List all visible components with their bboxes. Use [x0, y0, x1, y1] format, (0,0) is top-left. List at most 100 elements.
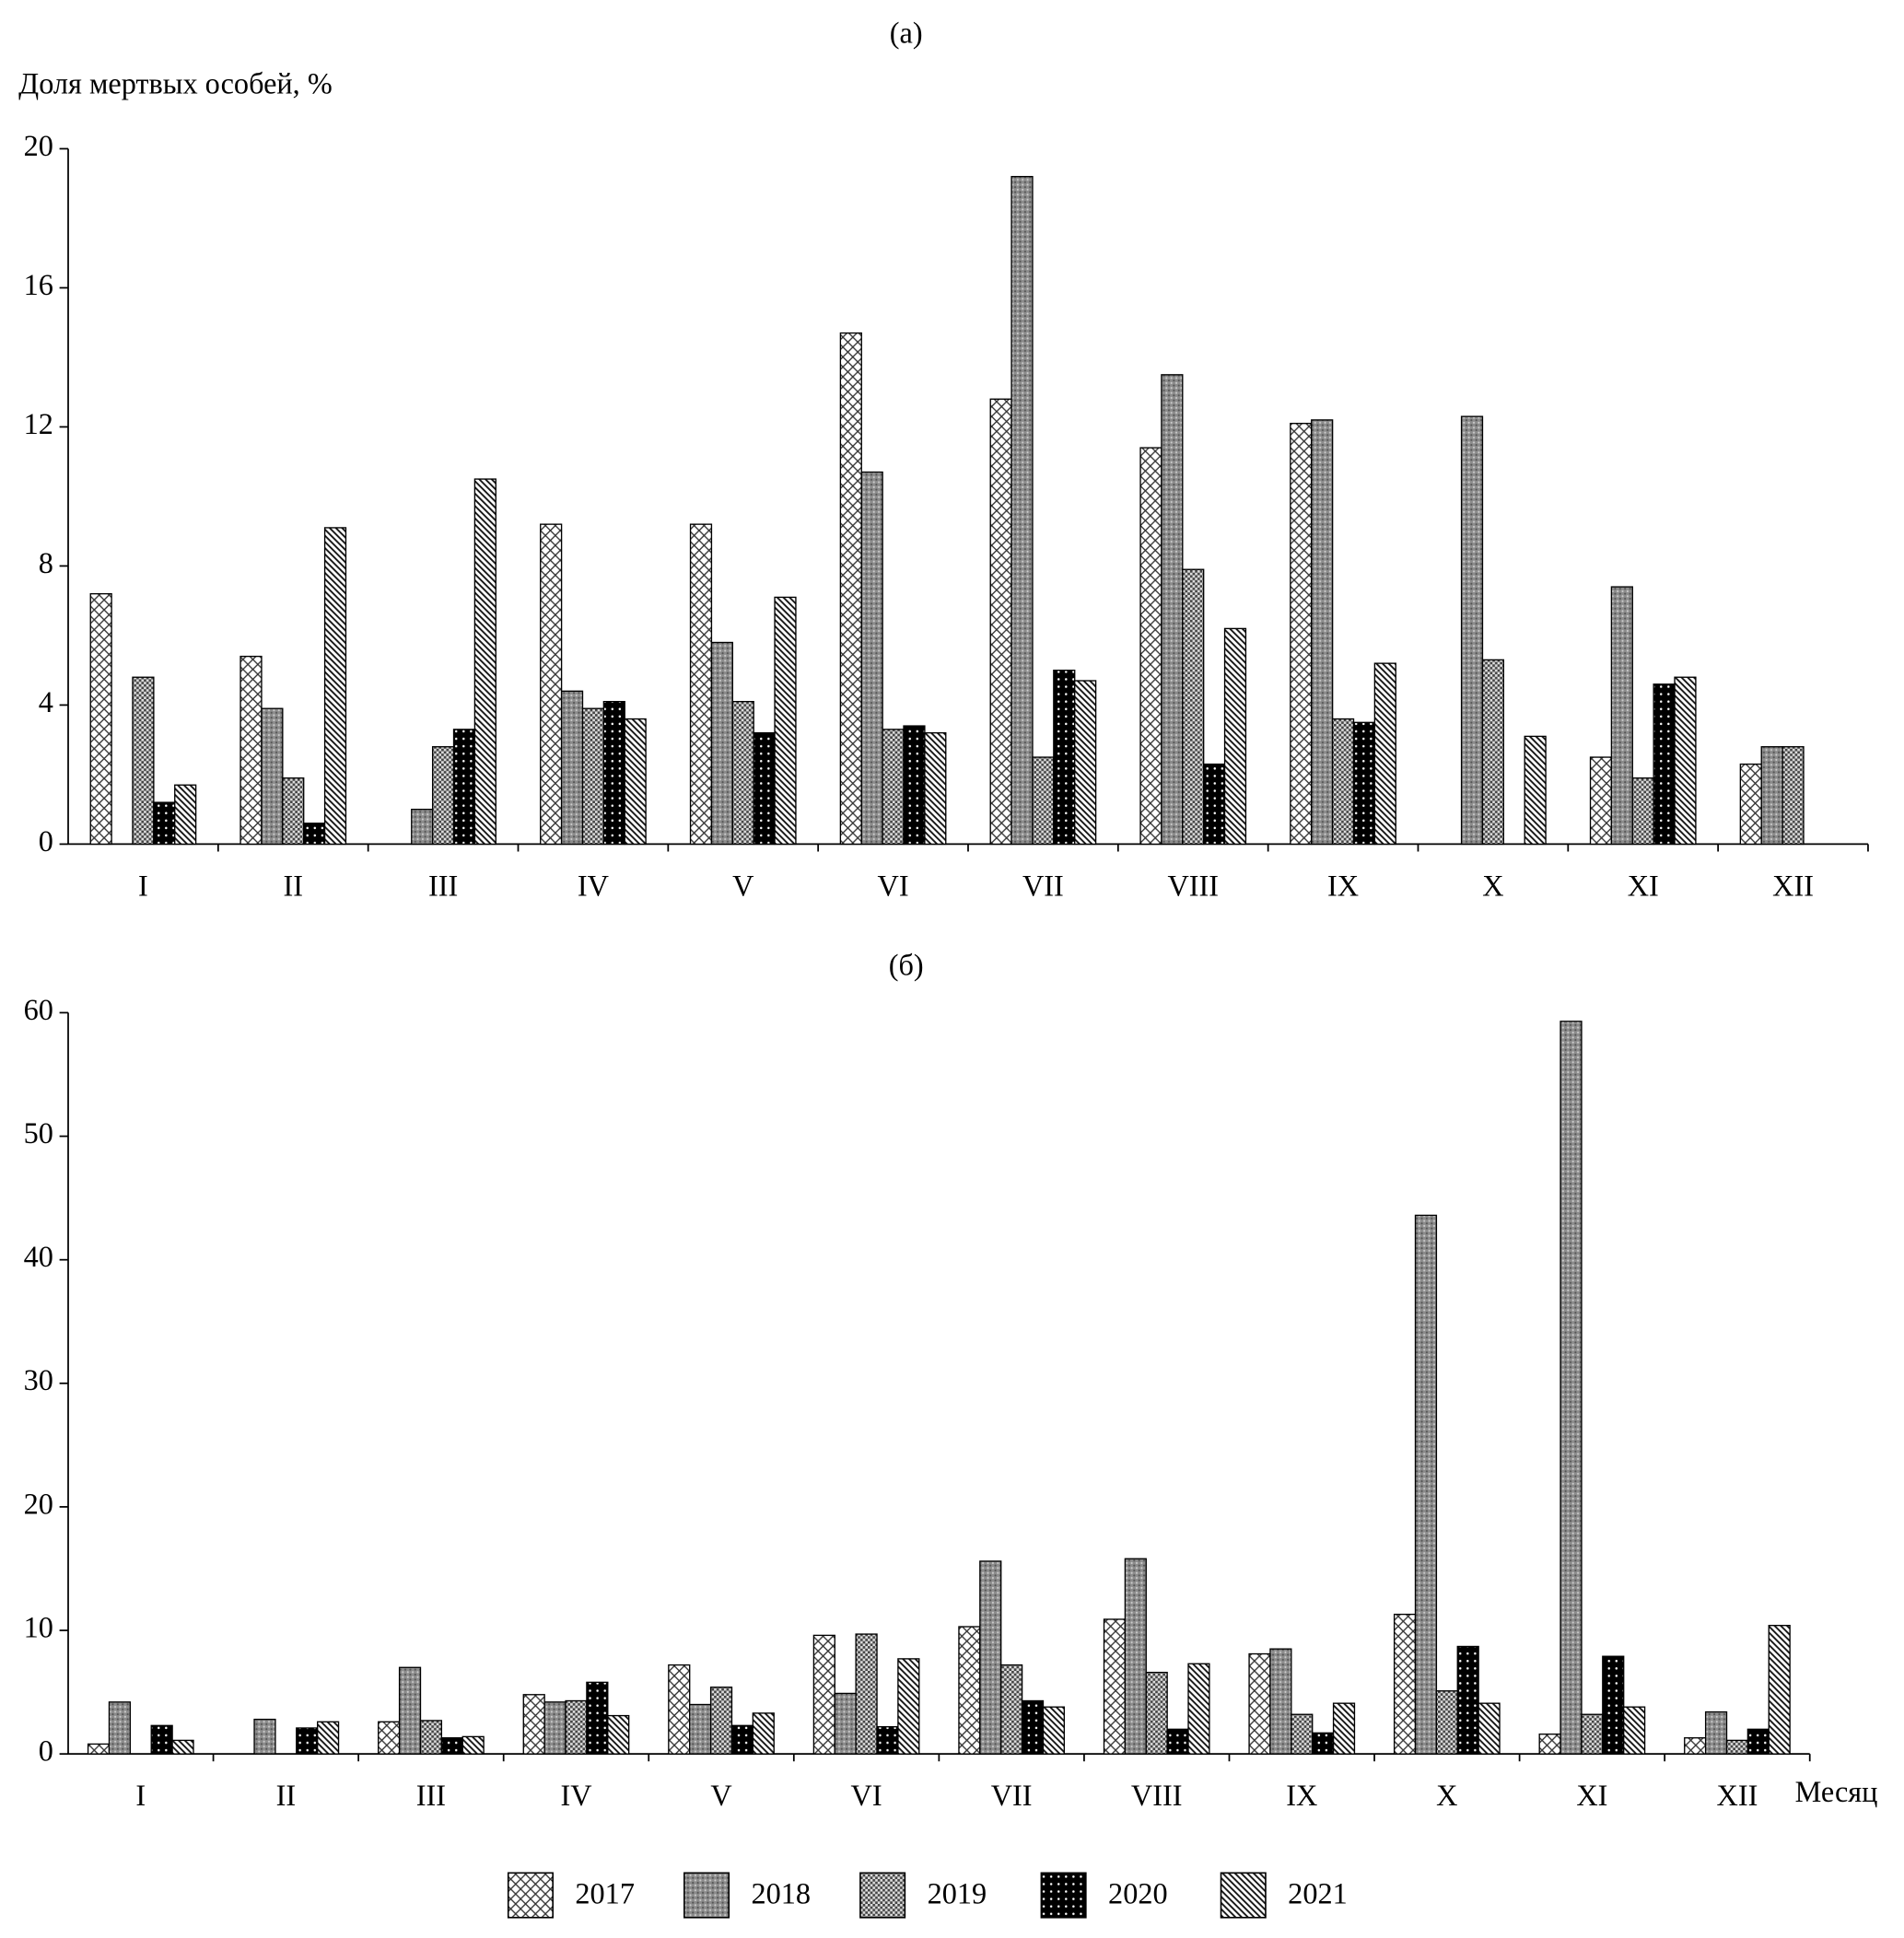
bar — [1373, 662, 1396, 846]
x-tick-label: VI — [878, 869, 909, 902]
y-tick-label: 12 — [24, 407, 53, 440]
bar — [1223, 627, 1247, 846]
bar — [1248, 1652, 1271, 1755]
y-tick-label: 0 — [39, 1734, 53, 1768]
x-tick-label: IX — [1327, 869, 1359, 902]
legend-label: 2021 — [1288, 1876, 1348, 1909]
bar — [689, 523, 713, 846]
bar — [1760, 746, 1783, 846]
bar — [668, 1664, 691, 1755]
bar — [897, 1658, 920, 1755]
x-tick-label: VI — [851, 1779, 882, 1812]
bar — [1161, 374, 1184, 846]
bar — [1456, 1645, 1479, 1755]
x-tick-label: V — [710, 1779, 731, 1812]
bar — [452, 729, 476, 846]
bar — [1032, 756, 1055, 846]
bar — [1103, 1618, 1127, 1755]
bar — [1623, 1706, 1646, 1755]
bar — [1074, 680, 1097, 846]
bar — [1021, 1699, 1045, 1755]
bar — [1331, 718, 1355, 846]
bar — [903, 725, 926, 846]
bar — [1291, 1713, 1314, 1755]
bar — [1538, 1734, 1561, 1755]
bar — [1589, 756, 1613, 846]
bar — [239, 655, 263, 846]
bar — [958, 1626, 981, 1755]
bar — [1182, 568, 1205, 846]
bar — [586, 1681, 609, 1755]
x-tick-label: XII — [1717, 1779, 1758, 1812]
bar — [108, 1701, 132, 1755]
legend-swatch — [507, 1872, 554, 1919]
bar — [323, 527, 347, 846]
x-tick-label: VII — [991, 1779, 1033, 1812]
x-tick-label: III — [428, 869, 458, 902]
y-tick-label: 4 — [39, 685, 53, 718]
bar — [1602, 1655, 1625, 1755]
bar — [1000, 1664, 1023, 1755]
y-axis-label: Доля мертвых особей, % — [18, 67, 333, 100]
bar — [132, 676, 155, 846]
bar — [89, 592, 112, 846]
bar — [1203, 763, 1226, 846]
bar — [1746, 1728, 1770, 1755]
bar — [431, 746, 455, 846]
bar — [730, 1724, 754, 1755]
x-tick-label: III — [416, 1779, 446, 1812]
bar — [261, 707, 284, 846]
bar — [1704, 1710, 1728, 1755]
x-tick-label: XI — [1576, 1779, 1607, 1812]
chart-title: (б) — [889, 948, 924, 981]
bar — [1290, 423, 1313, 846]
bar — [1311, 419, 1334, 846]
bar — [1332, 1702, 1356, 1755]
bar — [1739, 763, 1762, 846]
bar — [378, 1721, 401, 1755]
bar — [1478, 1702, 1501, 1755]
bar — [1352, 721, 1376, 846]
y-tick-label: 16 — [24, 268, 53, 301]
bar — [1524, 735, 1547, 846]
x-tick-label: XI — [1628, 869, 1659, 902]
y-tick-label: 20 — [24, 1487, 53, 1520]
bar — [1312, 1732, 1335, 1755]
y-tick-label: 10 — [24, 1610, 53, 1643]
bar — [1460, 415, 1484, 846]
x-tick-label: II — [276, 1779, 297, 1812]
bar — [1725, 1739, 1749, 1755]
bar — [253, 1718, 276, 1755]
bar — [989, 398, 1012, 846]
bar — [565, 1699, 588, 1755]
bar — [411, 809, 434, 846]
bar — [398, 1666, 422, 1755]
legend-label: 2019 — [928, 1876, 987, 1909]
y-tick-label: 30 — [24, 1363, 53, 1396]
bar — [752, 1712, 775, 1755]
bar — [1187, 1663, 1210, 1755]
legend-label: 2017 — [575, 1876, 635, 1909]
bar — [1145, 1671, 1168, 1755]
bar — [731, 700, 754, 846]
x-tick-label: I — [135, 1779, 146, 1812]
bar — [812, 1634, 835, 1755]
bar — [624, 718, 647, 846]
bar — [316, 1721, 340, 1755]
legend-label: 2018 — [751, 1876, 811, 1909]
x-axis-label: Месяц — [1795, 1775, 1878, 1808]
bar — [522, 1694, 545, 1755]
bar — [689, 1703, 712, 1755]
x-tick-label: X — [1436, 1779, 1457, 1812]
bar — [174, 784, 197, 846]
y-tick-label: 40 — [24, 1240, 53, 1273]
bar — [473, 478, 496, 846]
bar — [860, 471, 883, 846]
bar — [602, 700, 625, 846]
bar — [710, 641, 733, 846]
bar — [1631, 777, 1654, 846]
bar — [1042, 1706, 1066, 1755]
bar — [1139, 447, 1162, 846]
